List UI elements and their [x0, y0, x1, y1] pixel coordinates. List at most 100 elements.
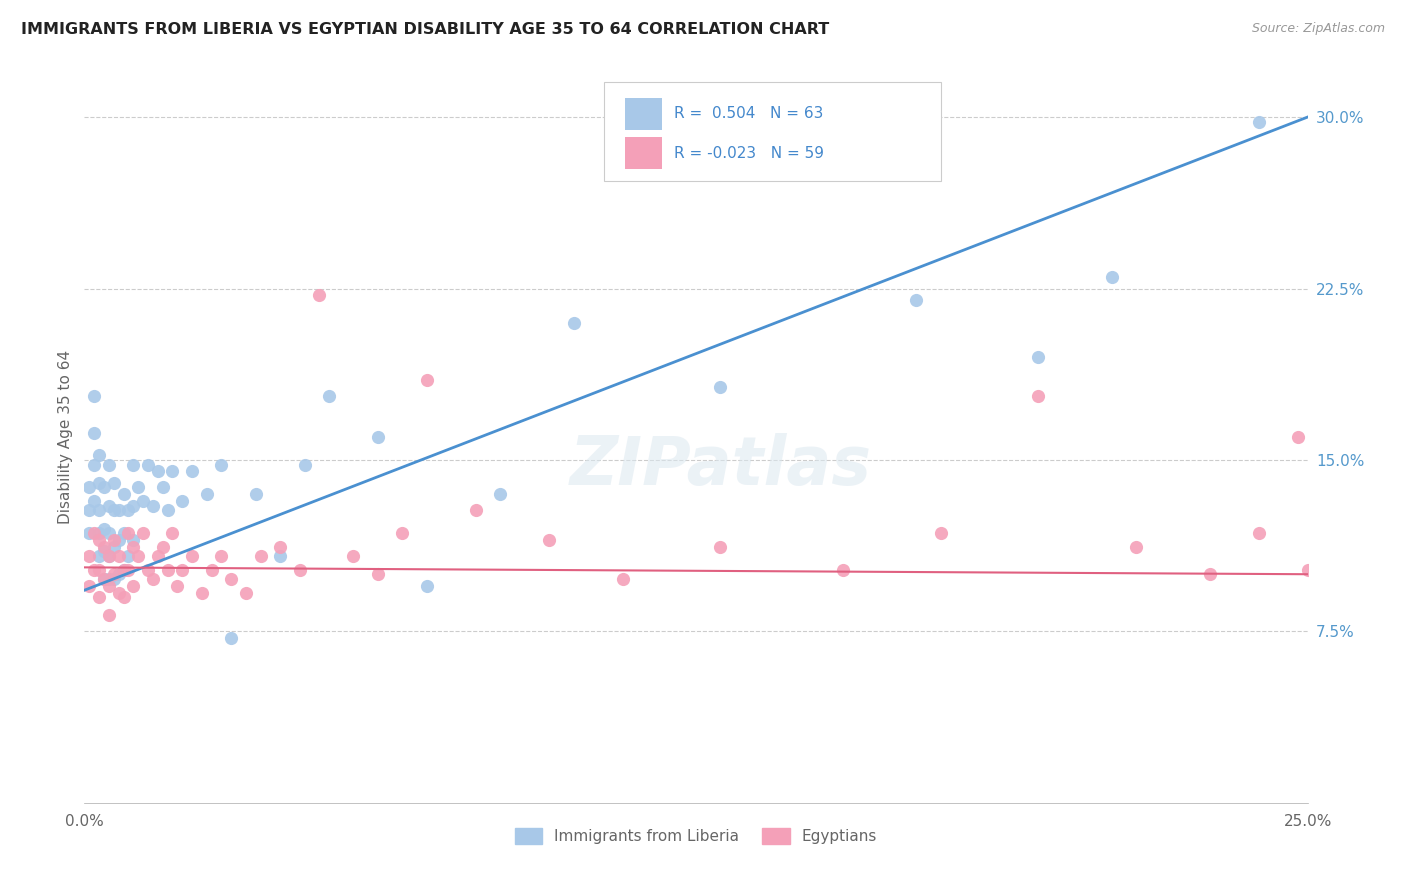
- Point: [112, 563, 135, 577]
- Point: [112, 487, 135, 501]
- Point: [97, 549, 120, 563]
- Point: [172, 563, 194, 577]
- Point: [538, 533, 561, 547]
- Point: [172, 494, 194, 508]
- Point: [107, 503, 129, 517]
- Point: [97, 549, 120, 563]
- Point: [195, 487, 218, 501]
- Point: [166, 579, 188, 593]
- Point: [142, 499, 165, 513]
- Point: [117, 563, 139, 577]
- Point: [342, 549, 364, 563]
- Point: [107, 549, 129, 563]
- Point: [1247, 114, 1270, 128]
- Point: [209, 458, 232, 472]
- Point: [112, 590, 135, 604]
- Point: [83, 526, 105, 541]
- Point: [416, 373, 439, 387]
- Point: [464, 503, 486, 517]
- Point: [97, 608, 120, 623]
- Point: [103, 533, 125, 547]
- Point: [136, 563, 159, 577]
- Point: [318, 389, 340, 403]
- Point: [1306, 654, 1329, 668]
- Point: [103, 503, 125, 517]
- Point: [93, 521, 115, 535]
- Point: [132, 526, 155, 541]
- Point: [117, 549, 139, 563]
- Point: [97, 458, 120, 472]
- Point: [77, 480, 100, 494]
- Point: [288, 563, 311, 577]
- Point: [122, 533, 145, 547]
- Point: [136, 458, 159, 472]
- Point: [122, 458, 145, 472]
- Point: [235, 585, 257, 599]
- Point: [156, 503, 179, 517]
- Point: [112, 563, 135, 577]
- Point: [122, 540, 145, 554]
- Point: [612, 572, 634, 586]
- Point: [1247, 526, 1270, 541]
- Point: [97, 499, 120, 513]
- Point: [181, 549, 204, 563]
- Point: [831, 167, 853, 181]
- Point: [416, 579, 439, 593]
- Point: [562, 316, 585, 330]
- Point: [122, 579, 145, 593]
- Point: [367, 430, 389, 444]
- Point: [87, 449, 110, 463]
- Point: [97, 579, 120, 593]
- Point: [1286, 430, 1309, 444]
- Point: [219, 632, 242, 646]
- Point: [112, 526, 135, 541]
- Point: [152, 540, 174, 554]
- Point: [87, 503, 110, 517]
- Point: [83, 563, 105, 577]
- Point: [1101, 270, 1123, 285]
- Point: [103, 475, 125, 490]
- Point: [191, 585, 214, 599]
- Point: [93, 544, 115, 558]
- Bar: [626, 137, 662, 169]
- Point: [1028, 350, 1050, 364]
- Point: [87, 549, 110, 563]
- Point: [83, 458, 105, 472]
- Point: [1028, 389, 1050, 403]
- Point: [146, 549, 169, 563]
- Point: [87, 475, 110, 490]
- Point: [162, 464, 184, 478]
- Point: [929, 526, 952, 541]
- Legend: Immigrants from Liberia, Egyptians: Immigrants from Liberia, Egyptians: [509, 822, 883, 850]
- Point: [181, 464, 204, 478]
- Point: [107, 533, 129, 547]
- Point: [103, 540, 125, 554]
- Point: [146, 464, 169, 478]
- Point: [245, 487, 267, 501]
- Point: [122, 499, 145, 513]
- Point: [142, 572, 165, 586]
- Point: [107, 567, 129, 582]
- Point: [77, 579, 100, 593]
- Bar: [626, 98, 662, 130]
- Point: [269, 549, 291, 563]
- Text: R = -0.023   N = 59: R = -0.023 N = 59: [673, 145, 824, 161]
- Point: [1198, 567, 1220, 582]
- Point: [127, 549, 149, 563]
- Point: [200, 563, 222, 577]
- Point: [831, 563, 853, 577]
- Point: [93, 540, 115, 554]
- Point: [83, 494, 105, 508]
- Point: [308, 288, 330, 302]
- Point: [152, 480, 174, 494]
- Point: [83, 425, 105, 440]
- Point: [132, 494, 155, 508]
- Point: [93, 572, 115, 586]
- Point: [87, 533, 110, 547]
- Point: [97, 572, 120, 586]
- Point: [77, 526, 100, 541]
- Point: [709, 540, 731, 554]
- Point: [87, 526, 110, 541]
- Point: [107, 585, 129, 599]
- Point: [83, 389, 105, 403]
